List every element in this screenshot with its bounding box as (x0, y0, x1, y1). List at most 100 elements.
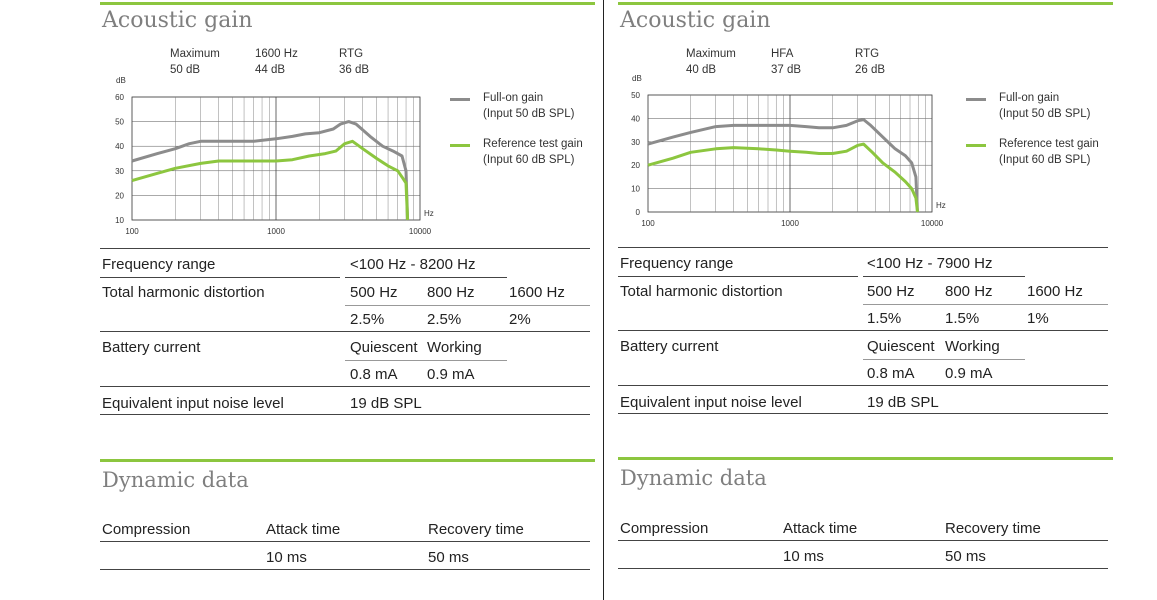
thd-label: Total harmonic distortion (620, 283, 783, 300)
y-tick-label: 40 (631, 114, 640, 123)
thd-label: Total harmonic distortion (102, 284, 265, 301)
header-rtg: RTG 36 dB (339, 46, 369, 78)
battery-quiescent-value: 0.8 mA (867, 365, 915, 382)
header-label: Maximum (170, 48, 220, 60)
y-tick-label: 10 (115, 216, 124, 225)
section-title: Acoustic gain (620, 8, 771, 33)
header-label: 1600 Hz (255, 48, 298, 60)
row-rule (618, 413, 1108, 414)
noise-value: 19 dB SPL (867, 394, 939, 411)
header-value: 26 dB (855, 64, 886, 76)
recovery-time-value: 50 ms (945, 548, 986, 565)
header-value: 40 dB (686, 64, 717, 76)
header-maximum: Maximum 50 dB (170, 46, 220, 78)
thd-value-1600: 1% (1027, 310, 1049, 327)
legend-swatch (966, 98, 986, 101)
gain-chart: 0 10 20 30 40 50 100 1000 10000 dB Hz (631, 74, 946, 228)
dynamic-section-bar (618, 457, 1113, 460)
row-rule (618, 330, 1108, 331)
legend-swatch (966, 144, 986, 147)
row-rule (100, 248, 590, 249)
battery-quiescent-head: Quiescent (867, 338, 935, 355)
row-rule (100, 277, 340, 278)
row-rule (618, 568, 1108, 569)
x-tick-label: 10000 (409, 227, 432, 236)
acoustic-gain-panel-right: Acoustic gain Maximum 40 dB HFA 37 dB RT… (618, 0, 1113, 600)
noise-value: 19 dB SPL (350, 395, 422, 412)
compression-label: Compression (620, 520, 709, 537)
freq-range-value: <100 Hz - 8200 Hz (350, 256, 476, 273)
thd-value-1600: 2% (509, 311, 531, 328)
recovery-time-value: 50 ms (428, 549, 469, 566)
thd-value-800: 1.5% (945, 310, 980, 327)
row-rule (618, 540, 1108, 541)
header-hfa: HFA 37 dB (771, 46, 801, 78)
y-tick-label: 30 (115, 167, 124, 176)
thd-freq-800: 800 Hz (427, 284, 475, 301)
thd-value-500: 2.5% (350, 311, 385, 328)
y-tick-label: 50 (115, 118, 124, 127)
attack-time-label: Attack time (783, 520, 858, 537)
legend-label: Reference test gain (999, 138, 1099, 150)
row-rule (618, 276, 858, 277)
section-top-bar (618, 2, 1113, 5)
battery-quiescent-value: 0.8 mA (350, 366, 398, 383)
x-axis-unit-label: Hz (936, 201, 946, 210)
x-tick-label: 10000 (921, 219, 944, 228)
header-maximum: Maximum 40 dB (686, 46, 736, 78)
row-rule (618, 385, 1108, 386)
row-rule (100, 569, 590, 570)
battery-label: Battery current (102, 339, 201, 356)
legend-label: Full-on gain (999, 92, 1060, 104)
header-value: 50 dB (170, 64, 201, 76)
row-rule (100, 386, 590, 387)
legend-sublabel: (Input 50 dB SPL) (483, 108, 575, 120)
header-rtg: RTG 26 dB (855, 46, 885, 78)
header-label: Maximum (686, 48, 736, 60)
series-line-full-on-gain (647, 118, 919, 213)
header-value: 37 dB (771, 64, 802, 76)
battery-working-value: 0.9 mA (427, 366, 475, 383)
section-title: Acoustic gain (102, 8, 253, 33)
header-1600hz: 1600 Hz 44 dB (255, 46, 298, 78)
row-rule (618, 247, 1108, 248)
dynamic-title: Dynamic data (102, 468, 249, 492)
y-tick-label: 0 (636, 208, 641, 217)
legend-label: Reference test gain (483, 138, 583, 150)
row-rule (100, 331, 590, 332)
column-divider (603, 0, 604, 600)
freq-range-value: <100 Hz - 7900 Hz (867, 255, 993, 272)
row-rule (345, 360, 507, 361)
header-value: 44 dB (255, 64, 286, 76)
x-tick-label: 100 (125, 227, 139, 236)
y-tick-label: 20 (115, 191, 124, 200)
row-rule (863, 304, 1108, 305)
x-tick-label: 1000 (781, 219, 799, 228)
noise-label: Equivalent input noise level (102, 395, 284, 412)
y-axis-unit-label: dB (116, 76, 126, 85)
battery-working-head: Working (945, 338, 1000, 355)
section-top-bar (100, 2, 595, 5)
legend-swatch (450, 144, 470, 147)
row-rule (863, 359, 1025, 360)
thd-freq-800: 800 Hz (945, 283, 993, 300)
thd-freq-500: 500 Hz (350, 284, 398, 301)
attack-time-value: 10 ms (783, 548, 824, 565)
y-tick-label: 60 (115, 93, 124, 102)
attack-time-value: 10 ms (266, 549, 307, 566)
dynamic-section-bar (100, 459, 595, 462)
thd-freq-1600: 1600 Hz (509, 284, 565, 301)
battery-working-value: 0.9 mA (945, 365, 993, 382)
series-line-full-on-gain (131, 120, 410, 221)
dynamic-title: Dynamic data (620, 466, 767, 490)
attack-time-label: Attack time (266, 521, 341, 538)
header-value: 36 dB (339, 64, 370, 76)
header-label: RTG (855, 48, 880, 60)
y-tick-label: 30 (631, 138, 640, 147)
legend-swatch (450, 98, 470, 101)
row-rule (345, 277, 507, 278)
legend-label: Full-on gain (483, 92, 544, 104)
y-tick-label: 50 (631, 91, 640, 100)
thd-freq-1600: 1600 Hz (1027, 283, 1083, 300)
thd-value-800: 2.5% (427, 311, 462, 328)
